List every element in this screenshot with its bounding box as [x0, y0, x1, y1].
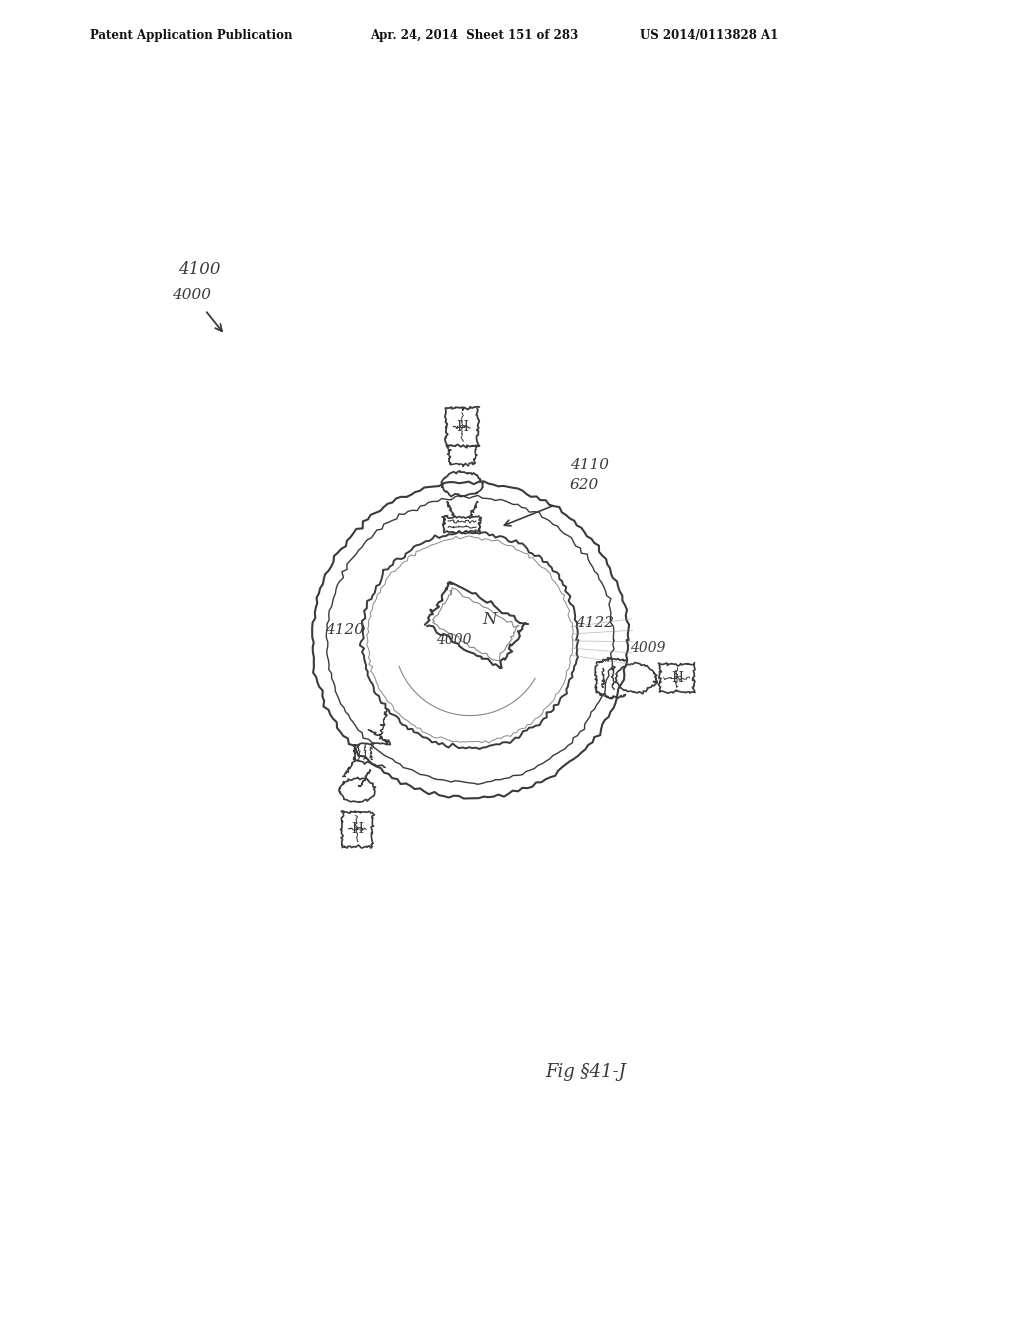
- Text: H: H: [456, 420, 468, 434]
- Text: 4100: 4100: [178, 261, 220, 279]
- Text: H: H: [351, 822, 362, 836]
- Text: Patent Application Publication: Patent Application Publication: [90, 29, 293, 42]
- Text: US 2014/0113828 A1: US 2014/0113828 A1: [640, 29, 778, 42]
- Text: 4000: 4000: [172, 288, 211, 302]
- Text: 4110: 4110: [570, 458, 609, 473]
- Text: N: N: [482, 611, 498, 628]
- Text: 4122: 4122: [575, 616, 614, 630]
- Text: Fig §41-J: Fig §41-J: [545, 1063, 626, 1081]
- Text: 4000: 4000: [436, 634, 472, 647]
- Text: H: H: [671, 671, 683, 685]
- Text: 4120: 4120: [326, 623, 365, 638]
- Text: 4009: 4009: [630, 642, 666, 655]
- Text: 620: 620: [570, 478, 599, 492]
- Text: Apr. 24, 2014  Sheet 151 of 283: Apr. 24, 2014 Sheet 151 of 283: [370, 29, 579, 42]
